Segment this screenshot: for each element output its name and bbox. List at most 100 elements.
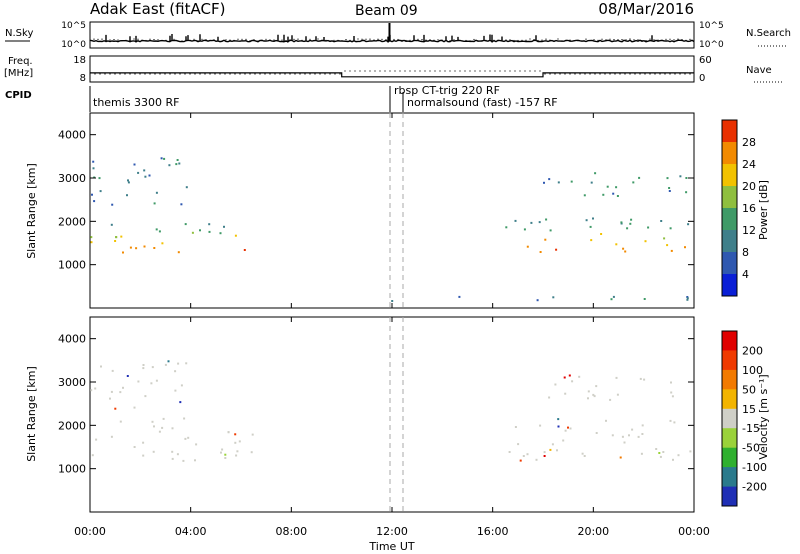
echo-pixel	[142, 441, 145, 444]
echo-pixel	[670, 381, 672, 384]
echo-pixel	[564, 429, 567, 432]
echo-pixel	[243, 249, 246, 251]
nsearch-point	[385, 39, 387, 41]
nsearch-point	[629, 38, 631, 40]
nsearch-point	[161, 39, 163, 42]
echo-pixel	[631, 428, 634, 431]
nave-point	[454, 70, 456, 72]
echo-pixel	[144, 175, 147, 178]
nsearch-point	[501, 38, 503, 41]
echo-pixel	[162, 417, 165, 420]
cpid-item-normalsound: normalsound (fast) -157 RF	[407, 96, 558, 109]
nave-point	[194, 73, 196, 75]
nsearch-point	[585, 38, 587, 40]
nave-point	[464, 70, 466, 72]
nsearch-point	[133, 38, 135, 40]
echo-pixel	[153, 425, 155, 428]
echo-pixel	[91, 454, 94, 457]
nsearch-point	[305, 39, 307, 41]
echo-pixel	[632, 181, 635, 184]
nave-point	[259, 73, 261, 75]
nsearch-point	[597, 39, 599, 42]
echo-pixel	[679, 175, 682, 178]
nave-point	[439, 70, 441, 72]
echo-pixel	[143, 169, 146, 172]
echo-pixel	[182, 459, 185, 462]
nsearch-point	[117, 39, 119, 41]
echo-pixel	[111, 203, 114, 206]
echo-pixel	[184, 437, 187, 440]
nsearch-point	[181, 40, 183, 42]
echo-pixel	[686, 298, 689, 301]
nsearch-point	[665, 38, 667, 40]
echo-pixel	[185, 186, 188, 189]
nave-point	[494, 70, 496, 72]
nave-point	[664, 73, 666, 75]
nave-point	[474, 70, 476, 72]
nave-point	[349, 70, 351, 72]
freq-label: Freq.	[8, 56, 33, 67]
nave-point	[539, 70, 541, 72]
nsearch-point	[689, 38, 691, 41]
echo-pixel	[142, 454, 145, 457]
nsearch-point	[217, 39, 219, 41]
echo-pixel	[110, 435, 113, 438]
nsearch-point	[593, 39, 595, 41]
nsearch-point	[549, 39, 551, 41]
echo-pixel	[543, 451, 546, 454]
nsearch-point	[333, 39, 335, 41]
echo-pixel	[593, 395, 596, 398]
nave-point	[379, 70, 381, 72]
echo-pixel	[548, 396, 551, 399]
nave-point	[134, 73, 136, 75]
colorbar-segment	[722, 408, 737, 429]
colorbar-segment	[722, 252, 737, 275]
echo-pixel	[120, 235, 123, 238]
nsearch-point	[169, 39, 171, 41]
echo-pixel	[587, 390, 590, 393]
nsearch-point	[685, 39, 687, 41]
nsearch-point	[617, 39, 619, 41]
echo-pixel	[177, 251, 180, 254]
echo-pixel	[133, 163, 136, 166]
nave-point	[154, 73, 156, 75]
echo-pixel	[562, 439, 565, 442]
nsearch-point	[93, 38, 95, 40]
echo-pixel	[175, 163, 178, 166]
echo-pixel	[594, 172, 597, 175]
nave-point	[264, 73, 266, 75]
echo-pixel	[133, 406, 136, 409]
nsearch-point	[109, 39, 111, 41]
echo-pixel	[677, 454, 680, 457]
echo-pixel	[666, 177, 669, 180]
nave-point	[579, 73, 581, 75]
echo-pixel	[137, 171, 140, 174]
nave-point	[534, 70, 536, 72]
nsearch-point	[517, 39, 519, 42]
echo-pixel	[168, 164, 171, 167]
nsearch-point	[197, 40, 199, 42]
echo-pixel	[176, 159, 179, 161]
echo-pixel	[180, 203, 183, 206]
nave-point	[89, 73, 91, 75]
nsearch-point	[329, 40, 331, 42]
echo-pixel	[94, 387, 97, 390]
nave-point	[119, 73, 121, 75]
echo-pixel	[638, 176, 641, 179]
echo-pixel	[458, 295, 461, 298]
nsearch-point	[129, 40, 131, 42]
power-colorbar-label: Power [dB]	[757, 180, 770, 240]
echo-pixel	[152, 450, 155, 453]
y-tick-label: 2000	[58, 419, 86, 432]
y-tick-label: 3000	[58, 172, 86, 185]
nsearch-point	[353, 39, 355, 41]
nave-point	[479, 70, 481, 72]
colorbar-segment	[722, 230, 737, 253]
echo-pixel	[673, 421, 676, 424]
nsearch-point	[477, 40, 479, 42]
nave-point	[374, 70, 376, 72]
nsearch-point	[89, 40, 91, 42]
nsearch-point	[281, 39, 283, 41]
nave-point	[334, 73, 336, 75]
